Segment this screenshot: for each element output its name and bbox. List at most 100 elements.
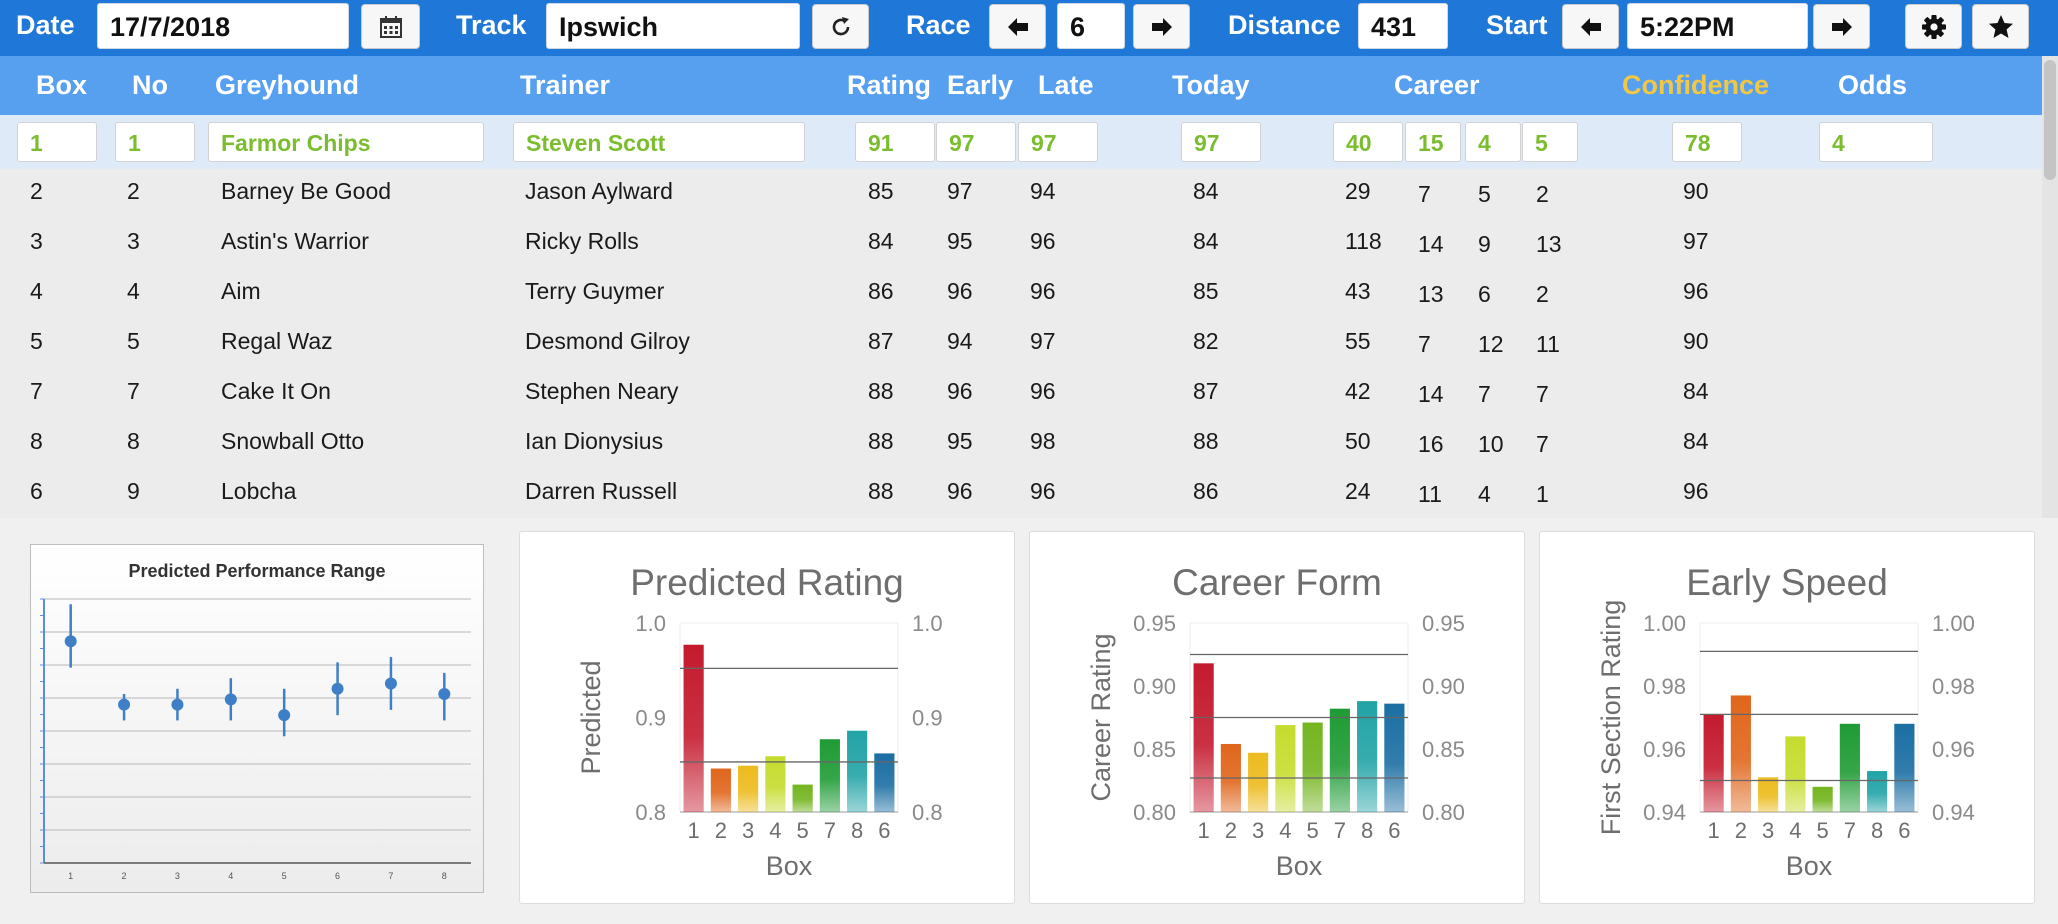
x-axis-label: Box	[766, 851, 813, 881]
row-career-starts-cell: 29	[1345, 178, 1371, 204]
bar	[1730, 695, 1751, 812]
header-today[interactable]: Today	[1172, 70, 1250, 100]
selected-no-field[interactable]: 1	[115, 122, 195, 162]
distance-label: Distance	[1228, 10, 1341, 40]
row-early-cell: 96	[947, 378, 973, 404]
table-row[interactable]: 4 4 Aim Terry Guymer 86 96 96 85 96 43 13 6 2	[0, 270, 2042, 320]
header-early[interactable]: Early	[947, 70, 1014, 100]
scrollbar-thumb[interactable]	[2044, 60, 2056, 180]
row-early-cell: 95	[947, 428, 973, 454]
bar	[1839, 723, 1860, 812]
table-scrollbar[interactable]	[2042, 56, 2058, 518]
career-form-panel: Career Form 0.80 0.80 0.85 0.85 0.90 0.90 0.95…	[1029, 531, 1525, 904]
distance-input[interactable]: 431	[1358, 3, 1448, 49]
row-career-wins-cell: 16	[1418, 431, 1444, 457]
row-trainer-cell: Desmond Gilroy	[525, 328, 690, 354]
row-career-seconds-cell: 9	[1478, 231, 1491, 257]
row-career-wins-cell: 11	[1418, 481, 1442, 507]
row-late-cell: 94	[1030, 178, 1056, 204]
x-tick-label: 4	[1789, 818, 1801, 843]
selected-confidence-field[interactable]: 78	[1672, 122, 1742, 162]
row-no-cell: 4	[127, 278, 140, 304]
selected-career-starts-field[interactable]: 40	[1333, 122, 1403, 162]
row-confidence-cell: 84	[1683, 428, 1709, 454]
race-prev-button[interactable]	[989, 4, 1046, 49]
selected-today-field[interactable]: 97	[1181, 122, 1261, 162]
selected-career-seconds-field[interactable]: 4	[1465, 122, 1521, 162]
selected-career-thirds-field[interactable]: 5	[1522, 122, 1578, 162]
x-tick-label: 1	[68, 871, 73, 881]
row-trainer-cell: Terry Guymer	[525, 278, 665, 304]
selected-rating-field[interactable]: 91	[855, 122, 935, 162]
favorite-button[interactable]	[1972, 4, 2029, 49]
table-row[interactable]: 2 2 Barney Be Good Jason Aylward 85 97 94 84 90 2…	[0, 170, 2042, 220]
y-tick-label-right: 0.80	[1422, 800, 1465, 825]
race-input[interactable]: 6	[1057, 3, 1125, 49]
y-tick-label-right: 0.85	[1422, 737, 1465, 762]
selected-odds-field[interactable]: 4	[1819, 122, 1933, 162]
date-input[interactable]: 17/7/2018	[97, 3, 349, 49]
header-box[interactable]: Box	[36, 70, 88, 100]
selected-box-field[interactable]: 1	[17, 122, 97, 162]
track-input[interactable]: Ipswich	[546, 3, 800, 49]
row-rating-cell: 88	[868, 378, 894, 404]
refresh-button[interactable]	[812, 4, 869, 49]
row-career-wins-cell: 7	[1418, 331, 1431, 357]
start-next-button[interactable]	[1813, 4, 1870, 49]
y-tick-label: 0.9	[635, 706, 666, 731]
race-next-button[interactable]	[1133, 4, 1190, 49]
early-speed-panel: Early Speed 0.94 0.94 0.96 0.96 0.98 0.98 1.00…	[1539, 531, 2035, 904]
runner-table	[0, 115, 2042, 518]
bar	[1275, 725, 1296, 812]
row-early-cell: 94	[947, 328, 973, 354]
settings-button[interactable]	[1905, 4, 1962, 49]
panel-title: Career Form	[1172, 562, 1382, 603]
header-trainer[interactable]: Trainer	[520, 70, 611, 100]
race-label: Race	[906, 10, 971, 40]
y-tick-label: 0.8	[635, 800, 666, 825]
bar	[1329, 708, 1350, 812]
y-tick-label-right: 0.8	[912, 800, 943, 825]
data-point	[171, 698, 184, 711]
table-row[interactable]: 7 7 Cake It On Stephen Neary 88 96 96 87 84 42 14 7…	[0, 370, 2042, 420]
header-no[interactable]: No	[132, 70, 168, 100]
selected-runner-row[interactable]: 1 1 Farmor Chips Steven Scott 91 97 97 9…	[0, 115, 2042, 169]
arrow-left-icon	[1580, 17, 1601, 36]
selected-trainer-field[interactable]: Steven Scott	[513, 122, 805, 162]
header-confidence[interactable]: Confidence	[1622, 70, 1770, 100]
header-career[interactable]: Career	[1394, 70, 1480, 100]
start-prev-button[interactable]	[1562, 4, 1619, 49]
row-box-cell: 7	[30, 378, 43, 404]
table-row[interactable]: 6 9 Lobcha Darren Russell 88 96 96 86 96 24 11 4 1	[0, 470, 2042, 520]
y-tick-label-right: 1.00	[1932, 611, 1975, 636]
row-greyhound-cell: Snowball Otto	[221, 428, 365, 454]
header-rating[interactable]: Rating	[847, 70, 931, 100]
row-career-thirds-cell: 1	[1536, 481, 1549, 507]
selected-late-field[interactable]: 97	[1018, 122, 1098, 162]
table-row[interactable]: 8 8 Snowball Otto Ian Dionysius 88 95 98 88 84 50…	[0, 420, 2042, 470]
selected-early-field[interactable]: 97	[936, 122, 1016, 162]
table-row[interactable]: 5 5 Regal Waz Desmond Gilroy 87 94 97 82 90 55 7 12…	[0, 320, 2042, 370]
table-row[interactable]: 3 3 Astin's Warrior Ricky Rolls 84 95 96 84 97 11…	[0, 220, 2042, 270]
career-form-chart: 0.80 0.80 0.85 0.85 0.90 0.90 0.95 0.95 1 2 3 4 5 7 8 6…	[1086, 611, 1465, 881]
x-tick-label: 6	[335, 871, 340, 881]
row-no-cell: 8	[127, 428, 140, 454]
row-box-cell: 6	[30, 478, 43, 504]
early-speed-chart: 0.94 0.94 0.96 0.96 0.98 0.98 1.00 1.00 1 2 3 4 5 7 8 6…	[1596, 600, 1975, 881]
y-tick-label: 0.95	[1133, 611, 1176, 636]
row-rating-cell: 86	[868, 278, 894, 304]
x-tick-label: 5	[797, 818, 809, 843]
row-box-cell: 2	[30, 178, 43, 204]
header-odds[interactable]: Odds	[1838, 70, 1908, 100]
selected-greyhound-field[interactable]: Farmor Chips	[208, 122, 484, 162]
x-tick-label: 5	[1307, 818, 1319, 843]
selected-career-wins-field[interactable]: 15	[1405, 122, 1461, 162]
x-tick-label: 3	[1762, 818, 1774, 843]
x-tick-label: 6	[1388, 818, 1400, 843]
calendar-button[interactable]	[361, 4, 420, 49]
start-time-input[interactable]: 5:22PM	[1627, 3, 1808, 49]
data-point	[224, 693, 237, 706]
header-greyhound[interactable]: Greyhound	[215, 70, 360, 100]
header-late[interactable]: Late	[1038, 70, 1094, 100]
bar	[1758, 777, 1779, 812]
